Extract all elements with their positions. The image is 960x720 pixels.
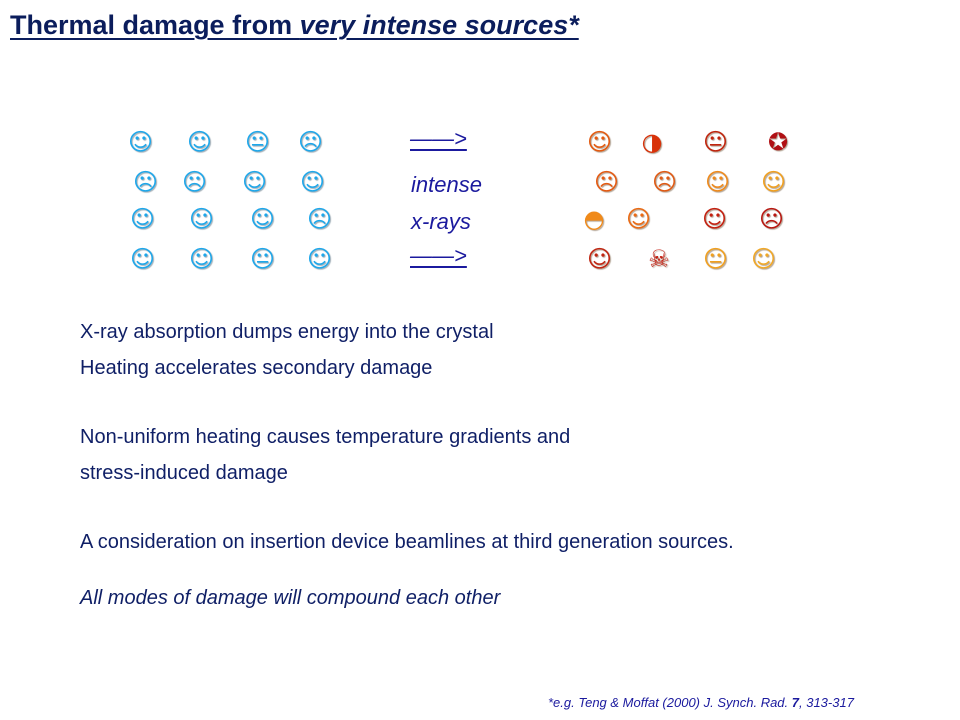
after-face-r1c3: 😐	[703, 128, 729, 156]
before-face-r2c1: ☹	[133, 168, 159, 196]
text-heating-secondary: Heating accelerates secondary damage	[80, 357, 433, 379]
after-face-r3c4: ☹	[759, 205, 785, 233]
text-stress-damage: stress-induced damage	[80, 462, 288, 484]
after-face-r2c2: ☹	[652, 168, 678, 196]
footnote-prefix: *e.g. Teng & Moffat (2000) J. Synch. Rad…	[548, 695, 792, 710]
after-face-r2c4: ☺	[761, 168, 787, 196]
before-face-r1c2: ☺	[187, 128, 213, 156]
title-part-2: very intense sources*	[299, 10, 579, 40]
arrow-bottom: ——>	[410, 243, 467, 268]
after-face-r2c1: ☹	[594, 168, 620, 196]
before-face-r4c4: ☺	[307, 245, 333, 273]
before-face-r1c3: 😐	[245, 128, 271, 156]
footnote-volume: 7	[791, 695, 799, 710]
after-face-r1c4: ✪	[767, 128, 789, 156]
before-face-r3c1: ☺	[130, 205, 156, 233]
after-face-r4c4: ☺	[751, 245, 777, 273]
after-face-r3c1: ◓	[583, 205, 605, 233]
before-face-r4c1: ☺	[130, 245, 156, 273]
before-face-r3c4: ☹	[307, 205, 333, 233]
arrow-top: ——>	[410, 126, 467, 151]
label-x-rays: x-rays	[411, 209, 471, 234]
before-face-r4c2: ☺	[189, 245, 215, 273]
before-face-r4c3: 😐	[250, 245, 276, 273]
after-face-r1c2: ◑	[641, 128, 663, 156]
after-face-r1c1: ☺	[587, 128, 613, 156]
text-insertion-device: A consideration on insertion device beam…	[80, 531, 734, 553]
after-face-r3c3: ☺	[702, 205, 728, 233]
text-nonuniform-heating: Non-uniform heating causes temperature g…	[80, 426, 571, 448]
label-intense: intense	[411, 172, 482, 197]
after-face-r2c3: ☺	[705, 168, 731, 196]
before-face-r1c1: ☺	[128, 128, 154, 156]
before-face-r3c2: ☺	[189, 205, 215, 233]
footnote-pages: , 313-317	[799, 695, 854, 710]
after-face-r4c1: ☺	[587, 245, 613, 273]
before-face-r2c3: ☺	[242, 168, 268, 196]
before-face-r3c3: ☺	[250, 205, 276, 233]
text-xray-absorption: X-ray absorption dumps energy into the c…	[80, 321, 494, 343]
before-face-r1c4: ☹	[298, 128, 324, 156]
before-face-r2c2: ☹	[182, 168, 208, 196]
after-face-r4c2: ☠	[648, 245, 670, 273]
text-compound-damage: All modes of damage will compound each o…	[80, 587, 501, 609]
before-face-r2c4: ☺	[300, 168, 326, 196]
after-face-r3c2: ☺	[626, 205, 652, 233]
title-part-1: Thermal damage from	[10, 10, 300, 40]
after-face-r4c3: 😐	[703, 245, 729, 273]
slide-title: Thermal damage from very intense sources…	[10, 10, 579, 41]
footnote-reference: *e.g. Teng & Moffat (2000) J. Synch. Rad…	[548, 695, 854, 710]
